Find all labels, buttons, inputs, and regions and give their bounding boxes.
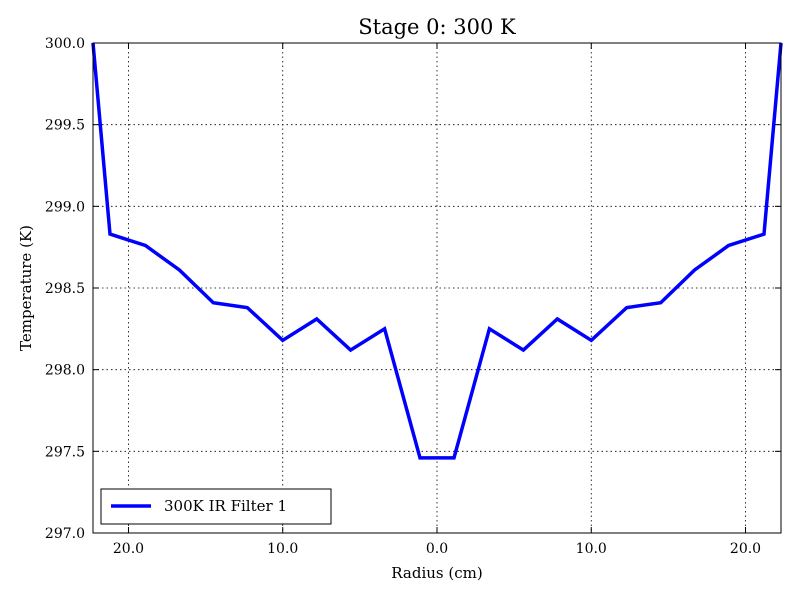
chart-title: Stage 0: 300 K — [358, 15, 516, 39]
x-tick-label: 20.0 — [113, 541, 144, 557]
y-axis-title: Temperature (K) — [17, 225, 35, 351]
x-tick-label: 10.0 — [267, 541, 298, 557]
y-tick-label: 298.5 — [45, 281, 85, 297]
y-tick-labels: 297.0 297.5 298.0 298.5 299.0 299.5 300.0 — [45, 36, 85, 542]
x-axis-title: Radius (cm) — [391, 564, 482, 582]
series-line — [91, 42, 783, 460]
legend: 300K IR Filter 1 — [100, 488, 332, 525]
y-tick-label: 299.5 — [45, 118, 85, 134]
tick-marks — [93, 42, 781, 534]
y-tick-label: 298.0 — [45, 363, 85, 379]
x-tick-labels: 20.0 10.0 0.0 10.0 20.0 — [113, 541, 761, 557]
series-layer — [91, 42, 783, 460]
y-tick-label: 297.0 — [45, 526, 85, 542]
y-tick-label: 299.0 — [45, 199, 85, 215]
x-tick-label: 20.0 — [730, 541, 761, 557]
y-tick-label: 297.5 — [45, 444, 85, 460]
x-tick-label: 10.0 — [576, 541, 607, 557]
grid-lines — [93, 42, 781, 534]
x-tick-label: 0.0 — [426, 541, 448, 557]
legend-label: 300K IR Filter 1 — [164, 497, 287, 515]
y-tick-label: 300.0 — [45, 36, 85, 52]
